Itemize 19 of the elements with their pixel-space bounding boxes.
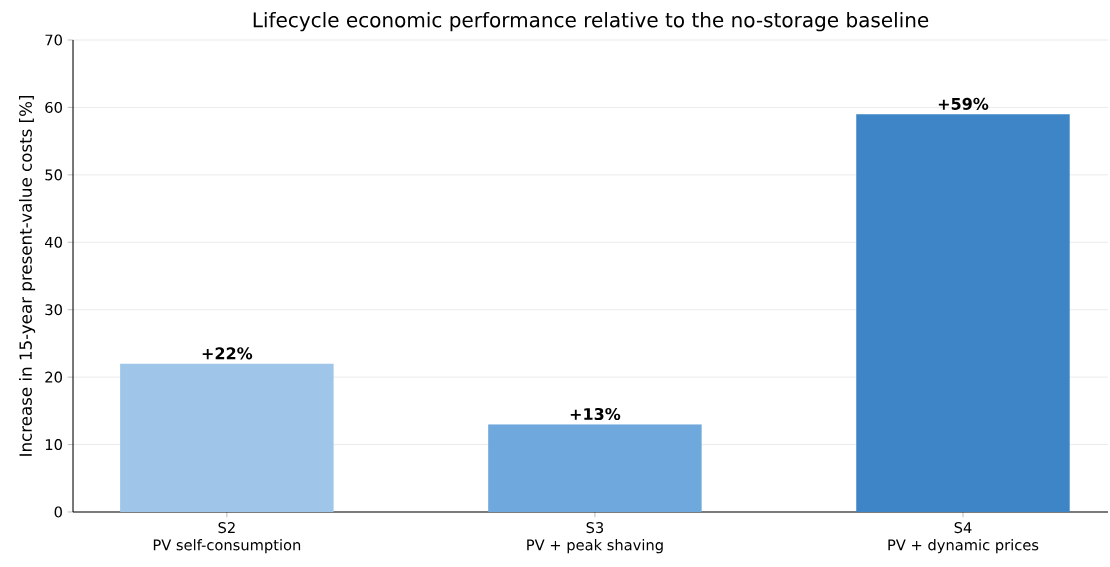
x-tick-label: S3 PV + peak shaving: [527, 522, 663, 554]
bar: [856, 114, 1070, 512]
chart-title: Lifecycle economic performance relative to the no-storage baseline: [253, 11, 929, 32]
y-tick-label: 40: [45, 236, 62, 248]
y-tick-label: 20: [45, 371, 62, 383]
y-tick-label: 60: [45, 101, 62, 113]
y-tick-label: 30: [45, 304, 62, 316]
y-tick-label: 0: [54, 506, 62, 518]
x-tick-label: S2 PV self-consumption: [153, 522, 301, 554]
y-axis-title: Increase in 15-year present-value costs [%]: [19, 95, 36, 456]
y-tick-label: 50: [45, 169, 62, 181]
y-tick-label: 10: [45, 439, 62, 451]
data-label: +22%: [202, 347, 253, 360]
x-tick-label: S4 PV + dynamic prices: [888, 522, 1039, 554]
data-label: +59%: [938, 97, 989, 110]
data-label: +13%: [570, 407, 621, 421]
bar: [488, 424, 702, 512]
bar: [120, 363, 334, 512]
y-tick-label: 70: [45, 34, 62, 46]
